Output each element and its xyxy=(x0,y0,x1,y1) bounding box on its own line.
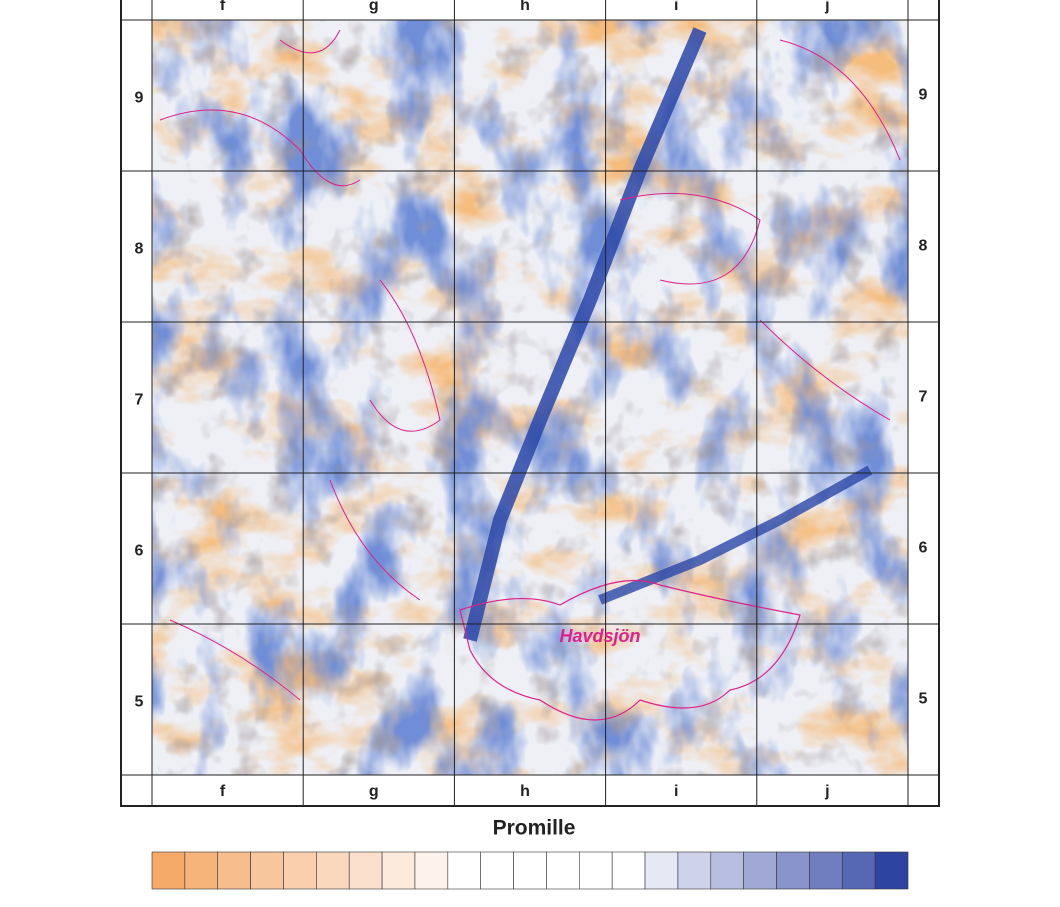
map-raster xyxy=(152,20,908,775)
row-label: 9 xyxy=(135,90,144,107)
legend-swatch xyxy=(218,852,251,889)
lake-label: Havdsjön xyxy=(559,626,640,646)
column-label: f xyxy=(220,783,226,800)
legend-swatch xyxy=(744,852,777,889)
legend-swatch xyxy=(579,852,612,889)
row-label: 8 xyxy=(135,241,144,258)
legend-swatch xyxy=(448,852,481,889)
legend-swatch xyxy=(185,852,218,889)
row-label: 9 xyxy=(919,87,928,104)
column-label: h xyxy=(520,0,530,14)
legend-title: Promille xyxy=(493,817,576,840)
legend-swatch xyxy=(612,852,645,889)
column-label: f xyxy=(220,0,226,14)
legend-swatch xyxy=(415,852,448,889)
legend-swatch xyxy=(514,852,547,889)
legend-swatch xyxy=(875,852,908,889)
legend xyxy=(152,852,908,889)
legend-swatch xyxy=(809,852,842,889)
legend-swatch xyxy=(711,852,744,889)
row-label: 8 xyxy=(919,238,928,255)
row-label: 6 xyxy=(135,543,144,560)
legend-swatch xyxy=(777,852,810,889)
column-label: h xyxy=(520,783,530,800)
legend-swatch xyxy=(645,852,678,889)
legend-swatch xyxy=(251,852,284,889)
legend-swatch xyxy=(481,852,514,889)
row-label: 7 xyxy=(919,389,928,406)
column-label: g xyxy=(369,783,379,800)
map-page: Havdsjön Promille f f g g h h i i j j 9 9 8 8 7 7 6 6 5 5 xyxy=(0,0,1060,902)
row-label: 6 xyxy=(919,540,928,557)
column-label: g xyxy=(369,0,379,14)
column-label: j xyxy=(824,783,829,800)
legend-swatch xyxy=(283,852,316,889)
column-label: i xyxy=(674,783,678,800)
row-label: 5 xyxy=(919,691,928,708)
legend-swatch xyxy=(152,852,185,889)
column-label: i xyxy=(674,0,678,14)
legend-swatch xyxy=(316,852,349,889)
legend-swatch xyxy=(546,852,579,889)
legend-swatch xyxy=(678,852,711,889)
row-label: 7 xyxy=(135,392,144,409)
row-label: 5 xyxy=(135,694,144,711)
legend-swatch xyxy=(349,852,382,889)
column-label: j xyxy=(824,0,829,14)
legend-swatch xyxy=(382,852,415,889)
legend-swatch xyxy=(842,852,875,889)
